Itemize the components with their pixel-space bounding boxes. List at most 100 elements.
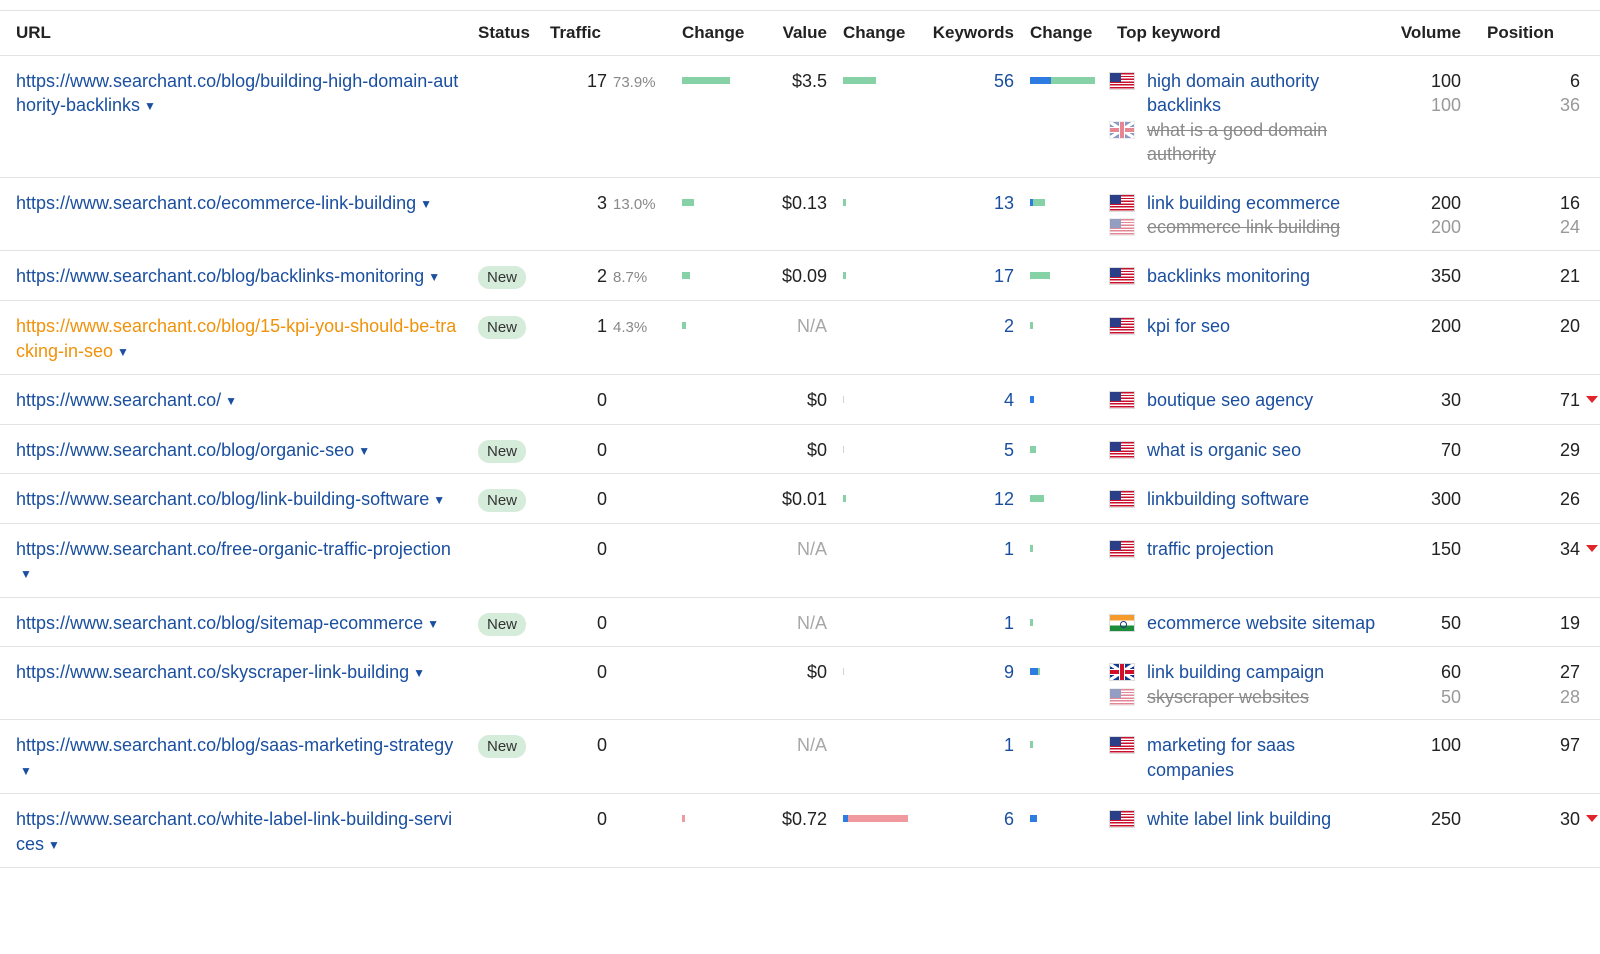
- keywords-count-link[interactable]: 1: [1003, 612, 1014, 633]
- table-row: https://www.searchant.co/blog/organic-se…: [0, 424, 1600, 474]
- table-top-border: [0, 10, 1600, 11]
- traffic-change-bar: [682, 611, 752, 635]
- caret-down-icon[interactable]: ▼: [358, 443, 371, 458]
- top-keyword-link[interactable]: link building ecommerce: [1147, 192, 1341, 213]
- page-url-link[interactable]: https://www.searchant.co/blog/saas-marke…: [16, 735, 454, 755]
- table-row: https://www.searchant.co/blog/saas-marke…: [0, 719, 1600, 794]
- keywords-cell: 1: [920, 597, 1022, 647]
- value-change-bar: [843, 438, 912, 462]
- bar-segment: [1030, 741, 1033, 748]
- url-cell: https://www.searchant.co/blog/link-build…: [0, 473, 470, 524]
- column-header-traffic[interactable]: Traffic: [542, 11, 674, 56]
- status-badge: New: [478, 612, 527, 636]
- bar-segment: [682, 271, 690, 279]
- keywords-count-link[interactable]: 6: [1003, 809, 1014, 829]
- traffic-value: 1: [596, 316, 607, 336]
- page-url-link[interactable]: https://www.searchant.co/blog/building-h…: [16, 70, 459, 116]
- keywords-change-bar: [1030, 69, 1101, 93]
- page-url-link[interactable]: https://www.searchant.co/blog/sitemap-ec…: [16, 612, 424, 633]
- value-change-cell: [835, 719, 920, 794]
- top-keyword-link[interactable]: linkbuilding software: [1147, 489, 1310, 509]
- top-keyword-link[interactable]: link building campaign: [1147, 662, 1325, 682]
- volume-value: 50: [1440, 612, 1461, 633]
- column-header-position[interactable]: Position: [1469, 11, 1600, 56]
- page-url-link[interactable]: https://www.searchant.co/skyscraper-link…: [16, 662, 410, 682]
- top-keyword-link[interactable]: white label link building: [1147, 809, 1332, 829]
- page-url-link[interactable]: https://www.searchant.co/blog/organic-se…: [16, 439, 355, 460]
- position-cell: 6 36: [1469, 55, 1600, 178]
- caret-down-icon[interactable]: ▼: [420, 196, 433, 211]
- keywords-count-link[interactable]: 13: [993, 192, 1014, 213]
- table-row: https://www.searchant.co/blog/15-kpi-you…: [0, 300, 1600, 375]
- keywords-change-bar: [1030, 388, 1101, 412]
- caret-down-icon[interactable]: ▼: [428, 269, 441, 284]
- top-keyword-link[interactable]: backlinks monitoring: [1147, 265, 1311, 286]
- column-header-keywords[interactable]: Keywords: [920, 11, 1022, 56]
- top-keyword-link[interactable]: what is organic seo: [1147, 439, 1302, 460]
- top-keyword-link[interactable]: marketing for saas companies: [1147, 735, 1296, 780]
- column-header-url[interactable]: URL: [0, 11, 470, 56]
- traffic-share: 8.7%: [613, 268, 648, 286]
- caret-down-icon[interactable]: ▼: [48, 837, 60, 852]
- caret-down-icon[interactable]: ▼: [427, 616, 440, 631]
- value-change-cell: [835, 177, 920, 251]
- status-badge: New: [478, 489, 527, 512]
- caret-down-icon[interactable]: ▼: [20, 567, 32, 581]
- position-value: 20: [1559, 316, 1580, 336]
- top-keyword-link[interactable]: ecommerce website sitemap: [1147, 612, 1376, 633]
- keyword-line: boutique seo agency: [1109, 388, 1376, 413]
- keywords-count-link[interactable]: 1: [1003, 735, 1014, 755]
- column-header-value[interactable]: Value: [760, 11, 835, 56]
- keywords-count-link[interactable]: 12: [993, 489, 1014, 509]
- keywords-change-cell: [1022, 473, 1109, 524]
- column-header-traffic-change[interactable]: Change: [674, 11, 760, 56]
- keywords-count-link[interactable]: 1: [1003, 538, 1014, 559]
- column-header-status[interactable]: Status: [470, 11, 542, 56]
- bar-segment: [1030, 322, 1033, 329]
- us-flag-icon: [1109, 687, 1135, 706]
- volume-cell: 200: [1384, 300, 1469, 375]
- top-keyword-link[interactable]: skyscraper websites: [1147, 686, 1310, 707]
- page-url-link[interactable]: https://www.searchant.co/blog/15-kpi-you…: [16, 316, 457, 361]
- position-value: 29: [1559, 439, 1580, 460]
- keywords-count-link[interactable]: 9: [1003, 662, 1014, 682]
- top-keyword-link[interactable]: what is a good domain authority: [1147, 119, 1328, 165]
- status-cell: [470, 793, 542, 868]
- uk-flag-icon: [1109, 663, 1135, 681]
- top-keyword-link[interactable]: kpi for seo: [1147, 316, 1231, 336]
- column-header-value-change[interactable]: Change: [835, 11, 920, 56]
- page-url-link[interactable]: https://www.searchant.co/white-label-lin…: [16, 809, 453, 854]
- column-header-keywords-change[interactable]: Change: [1022, 11, 1109, 56]
- top-keyword-link[interactable]: ecommerce link building: [1147, 217, 1341, 237]
- top-keyword-link[interactable]: boutique seo agency: [1147, 390, 1314, 410]
- volume-value: 30: [1440, 390, 1461, 410]
- keywords-count-link[interactable]: 17: [993, 265, 1014, 286]
- page-url-link[interactable]: https://www.searchant.co/ecommerce-link-…: [16, 192, 417, 213]
- caret-down-icon[interactable]: ▼: [20, 763, 32, 778]
- caret-down-icon[interactable]: ▼: [433, 493, 446, 507]
- keywords-change-cell: [1022, 250, 1109, 301]
- keywords-count-link[interactable]: 4: [1003, 390, 1014, 410]
- caret-down-icon[interactable]: ▼: [144, 99, 156, 113]
- page-url-link[interactable]: https://www.searchant.co/free-organic-tr…: [16, 538, 451, 559]
- caret-down-icon[interactable]: ▼: [117, 344, 129, 359]
- caret-down-icon[interactable]: ▼: [413, 666, 426, 680]
- keywords-count-link[interactable]: 2: [1003, 316, 1014, 336]
- top-keyword-link[interactable]: high domain authority backlinks: [1147, 70, 1320, 116]
- keywords-count-link[interactable]: 5: [1003, 439, 1014, 460]
- traffic-value: 0: [596, 662, 607, 682]
- us-flag-icon: [1109, 539, 1135, 558]
- traffic-value: 0: [596, 538, 607, 559]
- top-keyword-link[interactable]: traffic projection: [1147, 538, 1274, 559]
- page-url-link[interactable]: https://www.searchant.co/blog/link-build…: [16, 489, 430, 509]
- value-change-cell: [835, 300, 920, 375]
- keywords-count-link[interactable]: 56: [993, 70, 1014, 91]
- column-header-top-keyword[interactable]: Top keyword: [1109, 11, 1384, 56]
- column-header-volume[interactable]: Volume: [1384, 11, 1469, 56]
- caret-down-icon[interactable]: ▼: [225, 394, 237, 408]
- traffic-change-cell: [674, 374, 760, 425]
- page-url-link[interactable]: https://www.searchant.co/: [16, 390, 222, 410]
- page-url-link[interactable]: https://www.searchant.co/blog/backlinks-…: [16, 265, 425, 286]
- top-keyword-cell: high domain authority backlinks what is a…: [1109, 55, 1384, 178]
- traffic-cell: 0: [542, 523, 674, 598]
